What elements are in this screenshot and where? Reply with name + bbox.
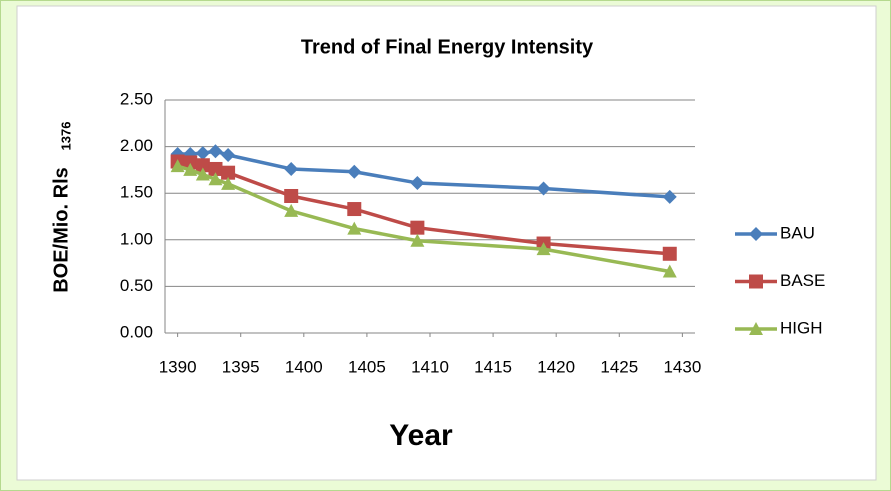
marker	[347, 221, 362, 235]
marker	[208, 144, 223, 159]
y-tick-label: 1.50	[120, 183, 153, 202]
chart-title: Trend of Final Energy Intensity	[301, 36, 594, 58]
legend-label: BAU	[780, 223, 815, 242]
marker	[208, 172, 223, 186]
y-axis-label-main: BOE/Mio. Rls	[50, 167, 72, 293]
x-tick-label: 1420	[537, 357, 575, 376]
y-tick-label: 1.00	[120, 229, 153, 248]
marker	[208, 161, 223, 176]
x-tick-label: 1415	[474, 357, 512, 376]
marker	[221, 147, 236, 162]
legend-label: HIGH	[780, 318, 823, 337]
y-axis-label: BOE/Mio. Rls 1376	[50, 122, 73, 293]
marker	[536, 181, 551, 196]
marker	[662, 246, 677, 261]
marker	[221, 176, 236, 190]
y-axis-label-sub: 1376	[58, 122, 73, 151]
marker	[195, 158, 210, 173]
y-tick-label: 0.00	[120, 322, 153, 341]
marker	[749, 227, 763, 241]
x-tick-label: 1410	[411, 357, 449, 376]
marker	[170, 159, 185, 173]
marker	[221, 165, 236, 180]
marker	[195, 167, 210, 181]
marker	[662, 264, 677, 278]
marker	[410, 175, 425, 190]
marker	[284, 203, 299, 217]
marker	[749, 322, 763, 335]
marker	[410, 220, 425, 235]
x-tick-label: 1395	[222, 357, 260, 376]
y-tick-label: 2.50	[120, 89, 153, 108]
x-tick-label: 1400	[285, 357, 323, 376]
marker	[284, 161, 299, 176]
x-axis-label: Year	[389, 419, 453, 452]
marker	[347, 202, 362, 217]
marker	[195, 146, 210, 161]
x-tick-label: 1390	[159, 357, 197, 376]
x-tick-label: 1405	[348, 357, 386, 376]
marker	[410, 233, 425, 247]
y-tick-label: 0.50	[120, 276, 153, 295]
marker	[183, 162, 198, 176]
marker	[347, 164, 362, 179]
marker	[183, 155, 198, 170]
x-tick-label: 1430	[663, 357, 701, 376]
series-line	[177, 164, 671, 274]
x-tick-label: 1425	[600, 357, 638, 376]
legend-label: BASE	[780, 271, 825, 290]
marker	[284, 188, 299, 203]
marker	[662, 189, 677, 204]
marker	[749, 274, 763, 289]
marker	[536, 242, 551, 256]
y-tick-label: 2.00	[120, 136, 153, 155]
